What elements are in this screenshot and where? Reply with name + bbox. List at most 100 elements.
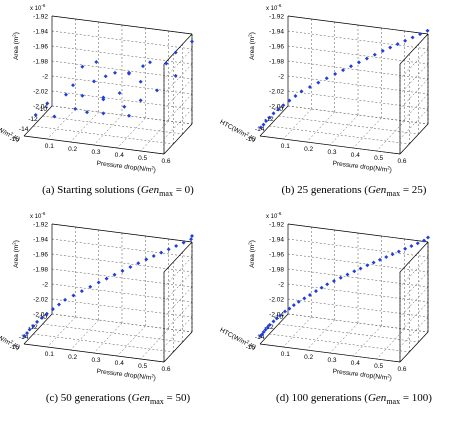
data-point xyxy=(384,255,389,260)
axis-edge xyxy=(51,15,193,35)
data-point xyxy=(278,313,283,318)
axis-edge xyxy=(163,331,193,363)
grid-line xyxy=(42,115,183,135)
data-point xyxy=(181,240,186,245)
grid-line xyxy=(287,30,429,50)
grid-line xyxy=(51,30,193,50)
y-axis-label-sup: 2 xyxy=(10,131,15,137)
grid-line xyxy=(140,328,169,360)
grid-line xyxy=(287,238,429,258)
grid-line xyxy=(399,108,429,140)
grid-line xyxy=(306,111,335,143)
z-tick-label: -1.94 xyxy=(269,237,284,244)
grid-line xyxy=(163,316,193,348)
x-tick-label: 0.5 xyxy=(374,155,383,162)
chart-panel-1: -1.92 -1.94 -1.96 -1.98 -2 -2.02 -2.04 x 10-6 Ar… xyxy=(0,3,194,198)
y-tick-label: -14 xyxy=(19,334,29,341)
x-tick-label: 0.6 xyxy=(397,158,406,165)
data-point xyxy=(79,289,84,294)
data-point xyxy=(101,111,106,116)
grid-line xyxy=(70,111,99,143)
x-tick-label: 0.2 xyxy=(304,146,313,153)
data-point xyxy=(425,28,430,33)
grid-line xyxy=(287,75,429,95)
z-exponent-power: -6 xyxy=(41,3,45,8)
data-point xyxy=(410,35,415,40)
x-axis-label: Pressure drop(N/m2) xyxy=(332,159,392,175)
grid-line xyxy=(399,78,429,110)
grid-line xyxy=(329,114,359,146)
y-tick-label: -14 xyxy=(255,126,265,133)
x-axis-label-text: Pressure drop(N/m xyxy=(96,160,151,174)
z-exponent-base: x 10 xyxy=(30,6,42,12)
data-point xyxy=(319,285,324,290)
x-axis-label: Pressure drop(N/m2) xyxy=(96,367,156,383)
grid-line xyxy=(163,301,193,333)
z-axis-label: Area (m2) xyxy=(12,240,21,268)
data-point xyxy=(122,104,127,109)
x-tick-label: 0.1 xyxy=(281,143,290,150)
grid-line xyxy=(399,63,429,95)
grid-line xyxy=(399,271,429,303)
grid-line xyxy=(163,78,193,110)
x-tick-label: 0.3 xyxy=(91,149,100,156)
z-tick-label: -2 xyxy=(278,282,284,289)
y-axis-label-end: .K) xyxy=(10,342,21,352)
data-point xyxy=(299,89,304,94)
grid-line xyxy=(278,323,419,343)
data-point xyxy=(267,115,272,120)
grid-line xyxy=(269,333,410,353)
x-axis-label: Pressure drop(N/m2) xyxy=(332,367,392,383)
axis-line-y xyxy=(23,313,53,345)
z-tick-label: -1.98 xyxy=(33,59,48,66)
caption-subscript: max xyxy=(386,189,400,198)
chart-panel-4: -1.92 -1.94 -1.96 -1.98 -2 -2.02 -2.04 x 10-6 Ar… xyxy=(219,211,433,406)
data-point xyxy=(33,113,38,117)
data-point xyxy=(85,110,89,115)
z-tick-label: -1.96 xyxy=(269,44,284,51)
data-point xyxy=(422,238,427,243)
data-point xyxy=(390,252,395,257)
axis-line-y xyxy=(259,105,289,137)
data-point xyxy=(352,269,357,274)
panel-caption: (c) 50 generations (Genmax = 50) xyxy=(46,392,191,406)
data-point xyxy=(287,98,292,103)
grid-line xyxy=(51,75,193,95)
z-tick-label: -1.92 xyxy=(33,14,48,21)
data-point xyxy=(148,60,152,65)
axis-edge xyxy=(163,123,193,155)
data-series xyxy=(33,39,194,119)
y-axis-label-end: .K) xyxy=(246,342,257,352)
axis-line-y xyxy=(23,105,53,137)
data-point xyxy=(293,94,298,98)
z-axis-label-end: ) xyxy=(249,32,256,34)
z-axis-label: Area (m2) xyxy=(12,32,21,60)
caption-prefix: (d) 100 generations ( xyxy=(276,392,368,404)
grid-line xyxy=(287,253,429,273)
x-axis-label-sup: 2 xyxy=(151,165,155,170)
z-exponent-power: -6 xyxy=(277,3,281,8)
z-axis-label-sup: 2 xyxy=(248,242,253,245)
z-exponent-base: x 10 xyxy=(266,214,278,220)
caption-suffix: = 25) xyxy=(400,184,427,196)
data-point xyxy=(365,263,370,268)
y-tick-label: -16 xyxy=(10,136,20,143)
data-point xyxy=(138,79,143,84)
data-point xyxy=(101,95,106,100)
grid-line xyxy=(117,325,146,357)
grid-line xyxy=(47,108,76,140)
z-tick-label: -1.96 xyxy=(269,252,284,259)
z-exponent: x 10-6 xyxy=(30,211,46,220)
data-point xyxy=(144,257,149,262)
grid-lines xyxy=(23,223,193,363)
data-point xyxy=(50,307,55,312)
z-tick-label: -2.02 xyxy=(269,89,284,96)
chart-panel-2: -1.92 -1.94 -1.96 -1.98 -2 -2.02 -2.04 x 10-6 Ar… xyxy=(219,3,430,198)
z-tick-label: -2.02 xyxy=(269,297,284,304)
data-point xyxy=(80,93,85,98)
axis-line-x xyxy=(259,135,401,155)
grid-lines xyxy=(259,15,429,155)
z-tick-label: -1.98 xyxy=(269,59,284,66)
z-axis-label-end: ) xyxy=(249,240,256,242)
caption-prefix: (b) 25 generations ( xyxy=(282,184,369,196)
